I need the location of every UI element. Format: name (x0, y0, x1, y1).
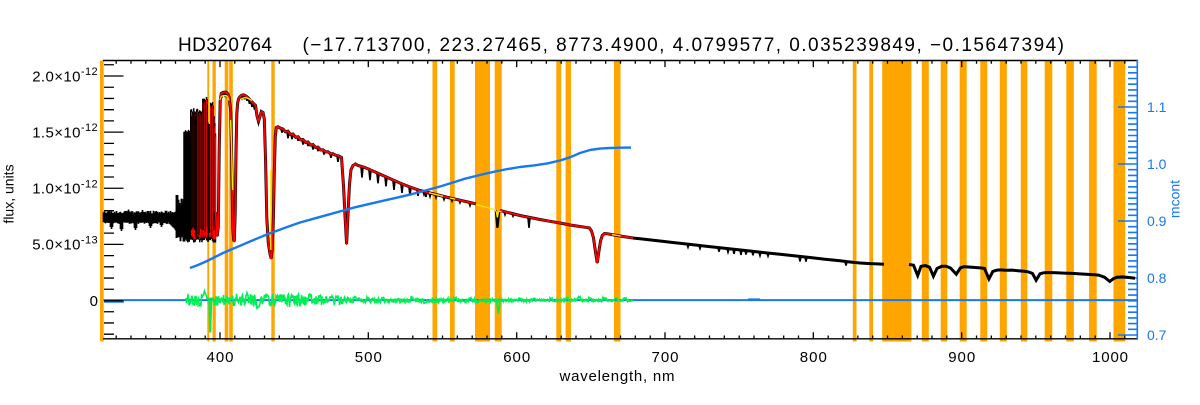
svg-text:500: 500 (355, 349, 382, 366)
svg-text:1.0: 1.0 (1147, 156, 1167, 172)
svg-text:900: 900 (948, 349, 975, 366)
svg-text:0.7: 0.7 (1147, 327, 1167, 343)
svg-text:800: 800 (800, 349, 827, 366)
svg-text:wavelength, nm: wavelength, nm (559, 368, 675, 385)
svg-text:1000: 1000 (1092, 349, 1128, 366)
svg-text:1.1: 1.1 (1147, 99, 1167, 115)
svg-text:flux, units: flux, units (1, 164, 17, 223)
svg-text:0.8: 0.8 (1147, 270, 1167, 286)
svg-text:700: 700 (652, 349, 679, 366)
svg-text:0: 0 (90, 293, 98, 310)
svg-text:HD320764: HD320764 (178, 35, 272, 56)
svg-text:400: 400 (207, 349, 234, 366)
svg-text:mcont: mcont (1167, 180, 1183, 218)
svg-text:0.9: 0.9 (1147, 213, 1167, 229)
svg-text:600: 600 (503, 349, 530, 366)
